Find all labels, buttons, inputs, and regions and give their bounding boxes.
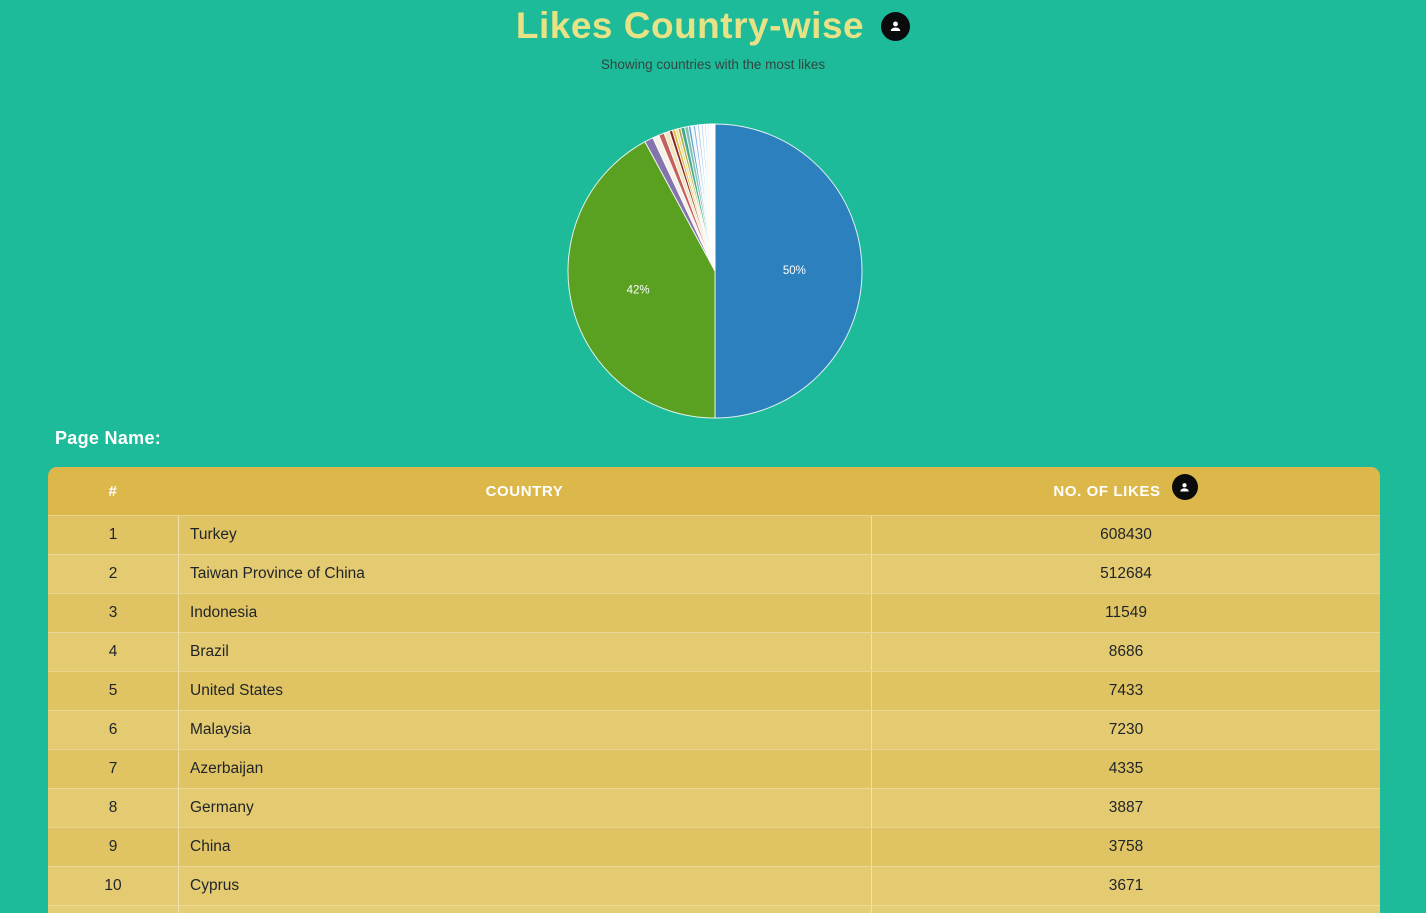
pie-chart-container: 50% 42% [567, 123, 863, 419]
table-cell-rank: 4 [108, 643, 118, 660]
table-cell-rank: 10 [104, 877, 122, 894]
user-badge-icon[interactable] [881, 11, 911, 41]
table-header-row: # COUNTRY NO. OF LIKES [48, 467, 1380, 515]
pie-slice-label: 50% [783, 265, 806, 277]
title-row: Likes Country-wise [0, 5, 1426, 47]
table-cell-likes: 3671 [871, 867, 1380, 905]
page-title: Likes Country-wise [515, 5, 865, 46]
pie-slice-taiwan-province-of-china[interactable] [567, 141, 716, 419]
pie-slice-label: 42% [627, 285, 650, 297]
table-row: 3 Indonesia 11549 [48, 593, 1380, 632]
table-cell-likes: 4335 [871, 750, 1380, 788]
table-cell-country: Turkey [178, 516, 871, 554]
table-row: 2 Taiwan Province of China 512684 [48, 554, 1380, 593]
person-icon [1180, 482, 1189, 491]
table-cell-rank: 2 [108, 565, 118, 582]
table-row: 9 China 3758 [48, 827, 1380, 866]
table-cell-likes: 608430 [871, 516, 1380, 554]
table-cell-country: Azerbaijan [178, 750, 871, 788]
table-row: 5 United States 7433 [48, 671, 1380, 710]
col-header-likes-label: NO. OF LIKES [1053, 482, 1161, 500]
likes-header-user-icon[interactable] [1171, 474, 1198, 500]
table-cell-country: Brazil [178, 633, 871, 671]
table-cell-rank: 8 [108, 799, 118, 816]
table-cell-country: United States [178, 672, 871, 710]
table-row: 10 Cyprus 3671 [48, 866, 1380, 905]
page-name-label: Page Name: [55, 428, 162, 448]
col-header-rank: # [108, 482, 118, 500]
table-cell-country: Malaysia [178, 711, 871, 749]
col-header-likes: NO. OF LIKES [871, 474, 1380, 504]
page-subtitle: Showing countries with the most likes [600, 57, 826, 72]
pie-chart: 50% 42% [567, 123, 863, 419]
table-cell-rank: 1 [108, 526, 118, 543]
table-cell-likes: 3887 [871, 789, 1380, 827]
table-body: 1 Turkey 608430 2 Taiwan Province of China 51… [48, 515, 1380, 905]
table-cell-rank: 5 [108, 682, 118, 699]
table-cell-country: Germany [178, 789, 871, 827]
table-cell-likes: 512684 [871, 555, 1380, 593]
person-icon [890, 21, 901, 31]
col-header-country: COUNTRY [485, 482, 564, 500]
table-cell-likes: 8686 [871, 633, 1380, 671]
table-cell-likes: 11549 [871, 594, 1380, 632]
table-cell-likes: 7230 [871, 711, 1380, 749]
table-cell-country: Taiwan Province of China [178, 555, 871, 593]
table-cell-likes: 7433 [871, 672, 1380, 710]
table-cell-country: Indonesia [178, 594, 871, 632]
table-cell-country: Cyprus [178, 867, 871, 905]
table-cell-rank: 9 [108, 838, 118, 855]
table-cell-country: China [178, 828, 871, 866]
table-row: 1 Turkey 608430 [48, 515, 1380, 554]
table-row: 8 Germany 3887 [48, 788, 1380, 827]
table-row: 7 Azerbaijan 4335 [48, 749, 1380, 788]
table-cell-rank: 3 [108, 604, 118, 621]
table-cell-rank: 6 [108, 721, 118, 738]
table-cell-rank: 7 [108, 760, 118, 777]
table-cell-likes: 3758 [871, 828, 1380, 866]
pie-slice-turkey[interactable] [714, 123, 863, 419]
table-row: 6 Malaysia 7230 [48, 710, 1380, 749]
likes-table: # COUNTRY NO. OF LIKES 1 Turkey 608430 2 Tai… [48, 467, 1380, 913]
table-row-partial [48, 905, 1380, 913]
table-row: 4 Brazil 8686 [48, 632, 1380, 671]
